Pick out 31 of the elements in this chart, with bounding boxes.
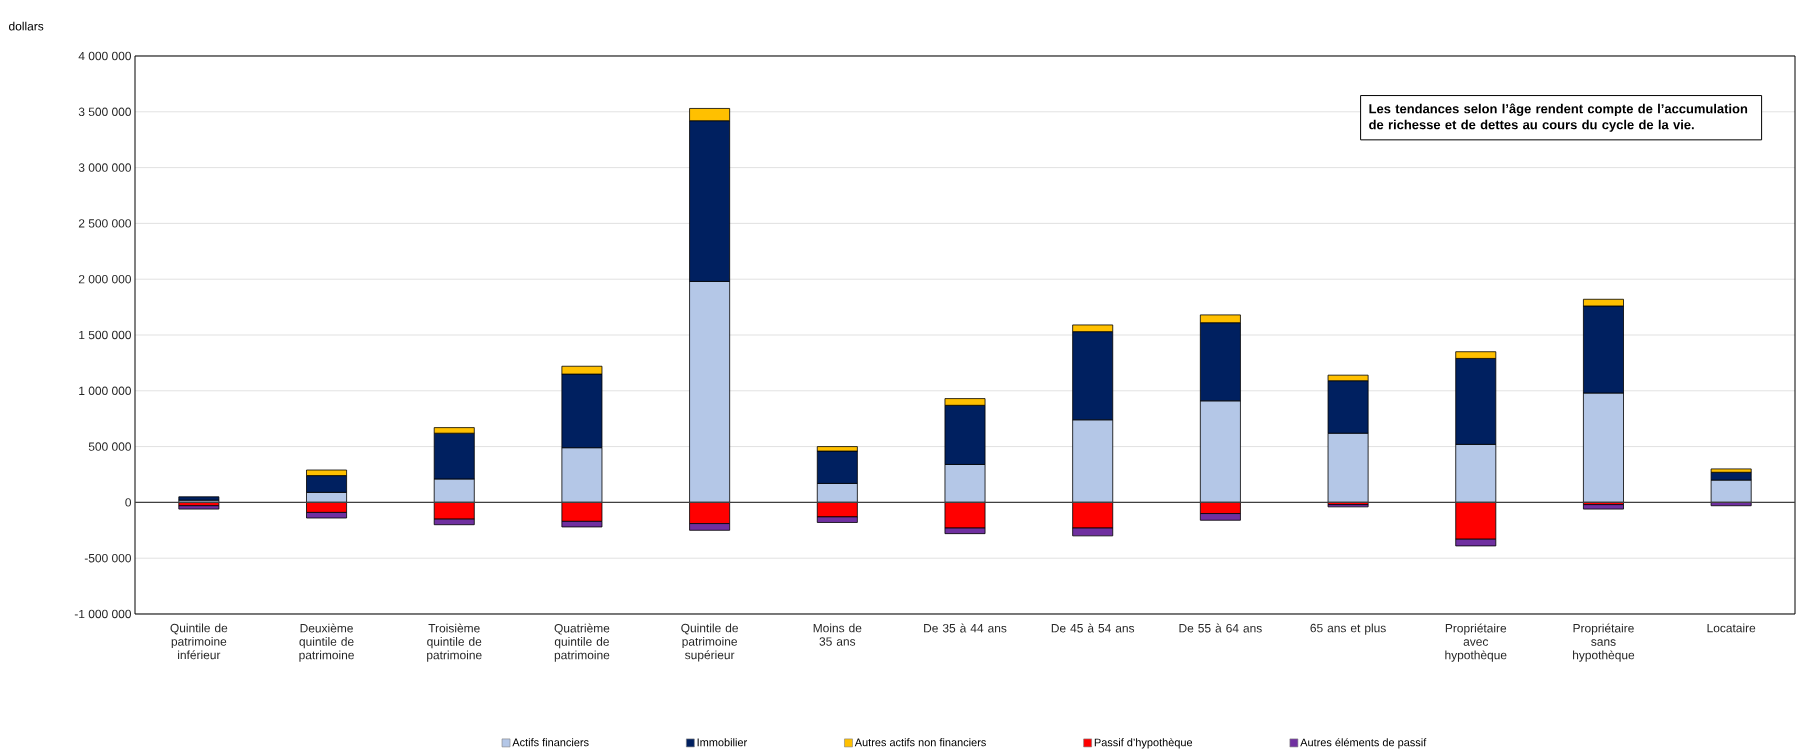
x-tick-label: Troisième quintile de patrimoine (427, 623, 482, 662)
legend-label: Passif d’hypothèque (1094, 738, 1193, 749)
x-tick-label: De 55 à 64 ans (1179, 623, 1262, 633)
x-tick-label: Propriétaire sans hypothèque (1573, 623, 1635, 662)
x-tick-label: Deuxième quintile de patrimoine (299, 623, 354, 662)
legend-label: Immobilier (697, 738, 747, 747)
x-tick-label: De 35 à 44 ans (924, 623, 1007, 633)
y-tick-label: 4 000 000 (78, 51, 132, 61)
legend-label: Autres actifs non financiers (854, 738, 986, 747)
legend-label: Autres éléments de passif (1300, 738, 1427, 749)
annotation: Les tendances selon l’âge rendent compte de l’accumulation de richesse et de dettes au cours du cycle de la vie. (1369, 103, 1748, 133)
y-tick-label: -500 000 (84, 554, 132, 563)
y-tick-label: 0 (125, 498, 132, 507)
x-tick-label: 65 ans et plus (1310, 623, 1386, 635)
y-axis-title: dollars (9, 21, 44, 31)
x-tick-label: Propriétaire avec hypothèque (1445, 623, 1507, 662)
legend-label: Actifs financiers (512, 738, 589, 747)
x-tick-label: Locataire (1707, 623, 1756, 633)
y-tick-label: 1 500 000 (79, 330, 132, 340)
y-tick-label: 2 500 000 (78, 219, 132, 228)
y-tick-label: 500 000 (88, 442, 132, 451)
y-tick-label: 3 000 000 (78, 163, 132, 172)
y-tick-label: 2 000 000 (78, 275, 132, 284)
x-tick-label: Quatrième quintile de patrimoine (554, 623, 610, 662)
y-tick-label: -1 000 000 (74, 609, 132, 619)
x-tick-label: De 45 à 54 ans (1051, 623, 1135, 633)
x-tick-label: Quintile de patrimoine supérieur (681, 623, 738, 662)
x-tick-label: Quintile de patrimoine inférieur (170, 623, 228, 660)
y-tick-label: 3 500 000 (78, 107, 132, 117)
x-tick-label: Moins de 35 ans (813, 623, 862, 646)
y-tick-label: 1 000 000 (79, 386, 132, 396)
